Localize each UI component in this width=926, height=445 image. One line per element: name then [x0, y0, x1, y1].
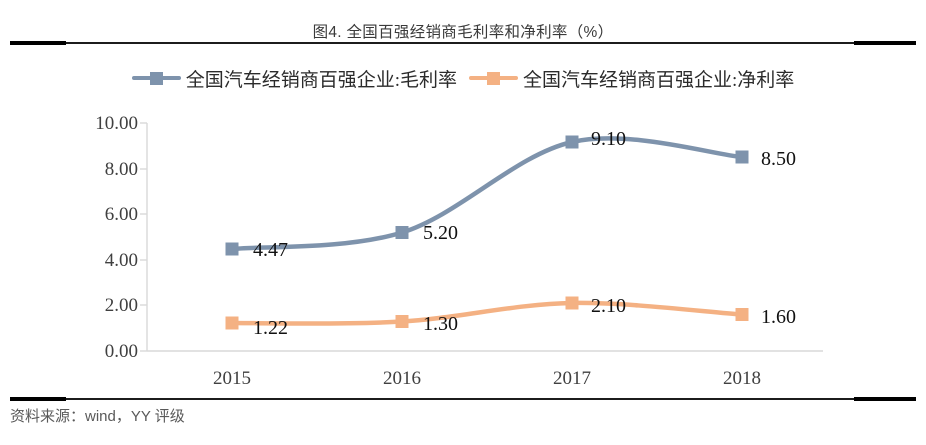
bottom-divider-line — [10, 398, 916, 400]
line-chart: 10.00 8.00 6.00 4.00 2.00 0.00 — [95, 113, 823, 389]
bottom-divider-thick-right — [854, 397, 916, 401]
top-divider-thick-right — [854, 41, 916, 45]
x-axis-label: 2016 — [383, 368, 421, 389]
y-axis-label: 0.00 — [105, 341, 138, 362]
legend-item-gross-margin: 全国汽车经销商百强企业:毛利率 — [131, 65, 457, 92]
gross-margin-marker-2017 — [565, 135, 579, 149]
gross-margin-swatch — [131, 71, 181, 85]
data-label-net-2018: 1.60 — [761, 306, 796, 328]
chart-legend: 全国汽车经销商百强企业:毛利率 全国汽车经销商百强企业:净利率 — [0, 64, 926, 92]
series-gross-margin-line — [229, 136, 745, 252]
top-divider-thick-left — [10, 41, 66, 45]
data-source-note: 资料来源：wind，YY 评级 — [10, 408, 185, 425]
net-margin-swatch — [469, 71, 518, 85]
data-label-net-2015: 1.22 — [253, 317, 288, 339]
data-label-gross-2015: 4.47 — [253, 239, 288, 261]
data-label-gross-2017: 9.10 — [591, 128, 626, 150]
x-axis-label: 2018 — [723, 368, 761, 389]
net-margin-marker-2018 — [735, 308, 749, 321]
data-label-gross-2018: 8.50 — [761, 148, 796, 170]
net-margin-swatch-marker — [487, 71, 500, 85]
legend-label-gross-margin: 全国汽车经销商百强企业:毛利率 — [185, 69, 457, 91]
axes — [140, 122, 823, 352]
bottom-divider — [10, 397, 916, 402]
y-axis-label: 2.00 — [105, 295, 138, 316]
legend-label-net-margin: 全国汽车经销商百强企业:净利率 — [523, 69, 795, 91]
y-axis-label: 10.00 — [95, 113, 138, 134]
top-divider — [10, 41, 916, 46]
gross-margin-marker-2015 — [225, 242, 239, 256]
bottom-divider-thick-left — [10, 397, 66, 401]
gross-margin-swatch-marker — [149, 71, 163, 85]
net-margin-marker-2016 — [395, 315, 409, 328]
gross-margin-marker-2016 — [395, 226, 409, 239]
data-label-gross-2016: 5.20 — [423, 222, 458, 244]
y-axis-label: 4.00 — [105, 250, 138, 271]
chart-title: 图4. 全国百强经销商毛利率和净利率（%） — [312, 24, 614, 41]
net-margin-marker-2015 — [225, 316, 239, 330]
data-label-net-2017: 2.10 — [591, 295, 626, 317]
net-margin-marker-2017 — [565, 296, 579, 310]
y-axis-label: 6.00 — [105, 204, 138, 225]
legend-item-net-margin: 全国汽车经销商百强企业:净利率 — [469, 65, 794, 92]
top-divider-line — [10, 42, 916, 44]
x-axis-label: 2017 — [553, 368, 591, 389]
y-axis-label: 8.00 — [105, 159, 138, 180]
gross-margin-marker-2018 — [735, 150, 749, 164]
x-axis-label: 2015 — [213, 368, 251, 389]
series-net-margin-line — [229, 300, 745, 326]
data-label-net-2016: 1.30 — [423, 313, 458, 335]
